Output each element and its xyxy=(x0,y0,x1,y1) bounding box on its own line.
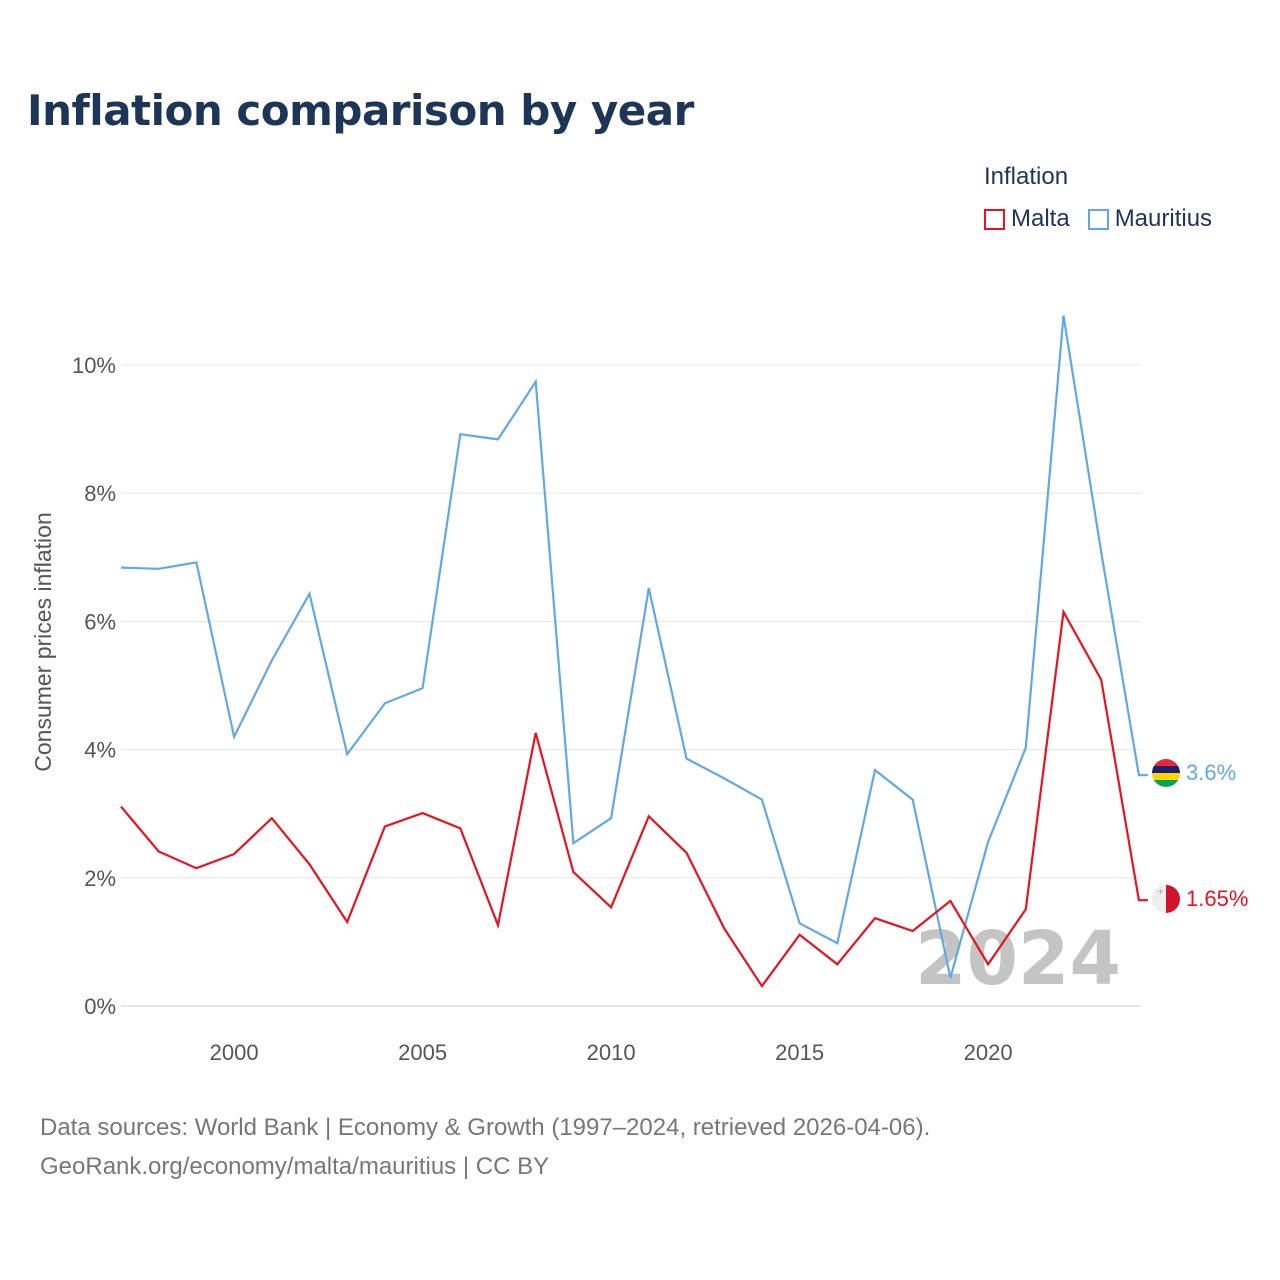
x-tick-label: 2000 xyxy=(210,1040,259,1065)
x-tick-label: 2005 xyxy=(398,1040,447,1065)
grid-lines xyxy=(121,364,1141,1007)
source-line-2: GeoRank.org/economy/malta/mauritius | CC… xyxy=(40,1153,550,1180)
mauritius-flag-icon xyxy=(1152,759,1180,787)
series-line-malta xyxy=(120,608,1148,989)
x-tick-label: 2010 xyxy=(587,1040,636,1065)
series-lines xyxy=(120,315,1148,989)
current-year-label: 2024 xyxy=(915,916,1121,1002)
y-axis-label: Consumer prices inflation xyxy=(30,512,56,772)
source-line-1: Data sources: World Bank | Economy & Gro… xyxy=(40,1114,931,1141)
y-tick-label: 6% xyxy=(84,609,116,634)
end-label-mauritius: 3.6% xyxy=(1186,760,1236,785)
legend-item-malta[interactable]: Malta xyxy=(984,205,1070,233)
legend-label-mauritius: Mauritius xyxy=(1114,205,1213,232)
legend-item-mauritius[interactable]: Mauritius xyxy=(1087,205,1213,233)
y-tick-label: 2% xyxy=(84,866,116,891)
x-tick-label: 2015 xyxy=(775,1040,824,1065)
legend-swatch-mauritius xyxy=(1087,208,1109,230)
svg-text:+: + xyxy=(1157,887,1164,896)
y-axis: 0% 2% 4% 6% 8% 10% xyxy=(72,353,116,1019)
y-tick-label: 4% xyxy=(84,738,116,763)
source-note: Data sources: World Bank | Economy & Gro… xyxy=(40,1108,930,1186)
x-axis: 2000 2005 2010 2015 2020 xyxy=(210,1040,1013,1065)
y-tick-label: 10% xyxy=(72,353,116,378)
malta-flag-icon: + xyxy=(1152,885,1180,913)
y-tick-label: 0% xyxy=(84,994,116,1019)
y-tick-label: 8% xyxy=(84,481,116,506)
legend: Malta Mauritius xyxy=(984,205,1212,233)
series-line-mauritius xyxy=(120,315,1148,979)
legend-title: Inflation xyxy=(984,163,1069,190)
page-title: Inflation comparison by year xyxy=(27,86,694,135)
end-label-malta: 1.65% xyxy=(1186,886,1248,911)
legend-label-malta: Malta xyxy=(1011,205,1070,232)
legend-swatch-malta xyxy=(984,208,1005,230)
x-tick-label: 2020 xyxy=(964,1040,1013,1065)
